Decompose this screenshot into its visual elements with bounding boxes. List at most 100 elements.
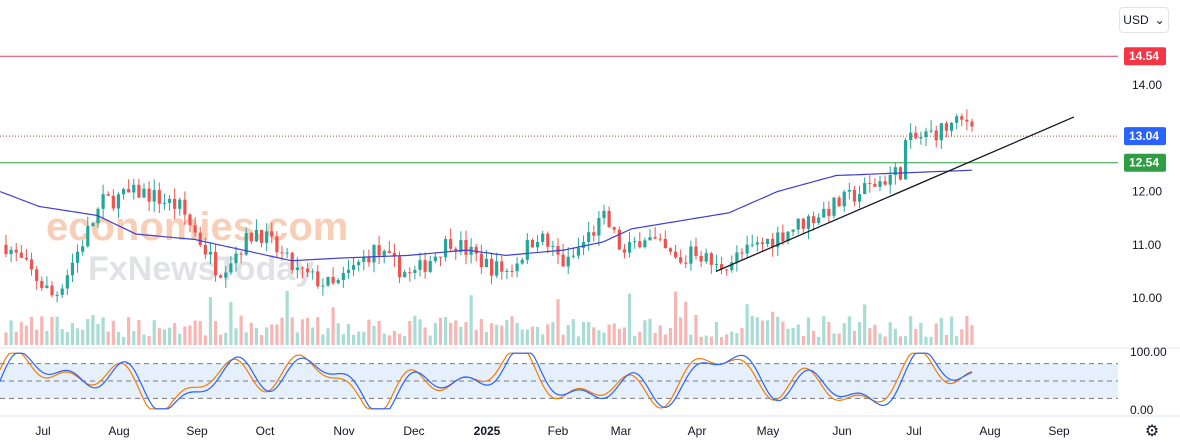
candle-body (612, 227, 616, 230)
volume-bar (198, 321, 202, 345)
candle-body (546, 233, 550, 247)
candle (35, 265, 39, 290)
candle (597, 211, 601, 247)
volume-bar (740, 328, 744, 345)
candle (132, 178, 136, 200)
candle (336, 278, 340, 285)
candle-body (295, 267, 299, 271)
time-tick-label: Aug (108, 424, 129, 438)
volume-bar (765, 320, 770, 345)
currency-selector[interactable]: USD ⌄ (1119, 7, 1169, 33)
candle (827, 201, 831, 224)
candle-body (505, 270, 509, 272)
candle (863, 177, 867, 195)
candlestick-series (4, 109, 974, 303)
volume-bar (796, 324, 800, 345)
volume-bar (581, 322, 586, 345)
volume-bar (965, 315, 969, 345)
volume-bar (137, 320, 141, 345)
candle (19, 245, 23, 259)
candle-body (438, 256, 443, 258)
level-tag-12.54: 12.54 (1124, 153, 1166, 172)
candle-body (173, 198, 177, 209)
candle (888, 166, 892, 194)
volume-bar (495, 324, 499, 345)
candle (198, 226, 202, 248)
candle (663, 230, 667, 249)
volume-bar (587, 322, 591, 345)
candle-body (535, 241, 540, 248)
candle-body (152, 190, 156, 202)
candle-body (244, 232, 248, 255)
candle (561, 244, 565, 267)
volume-bar (341, 334, 345, 345)
candle (750, 234, 754, 248)
candle-body (198, 232, 202, 245)
candle-body (924, 131, 928, 138)
volume-bar (484, 331, 489, 345)
volume-bar (387, 335, 391, 345)
volume-bar (35, 329, 39, 345)
candle (944, 121, 949, 138)
candle (45, 276, 49, 289)
candle-body (178, 199, 182, 209)
candle-body (116, 194, 121, 209)
volume-bar (346, 324, 351, 345)
candle (14, 243, 18, 262)
volume-bar (219, 334, 223, 345)
candle (791, 229, 795, 236)
candle (341, 266, 345, 288)
volume-bar (152, 320, 156, 345)
candle-body (479, 253, 483, 268)
candle-body (515, 263, 519, 272)
volume-bar (955, 336, 959, 345)
level-tag-bg (1124, 153, 1166, 172)
candle (857, 185, 862, 209)
volume-bar (832, 333, 836, 345)
candle-body (919, 137, 923, 139)
candle (265, 223, 269, 251)
volume-bar (208, 297, 213, 345)
candle (924, 127, 928, 147)
candle (704, 248, 708, 264)
candle-body (653, 237, 657, 239)
candle-body (45, 285, 49, 288)
volume-bar (571, 319, 575, 345)
volume-bar (771, 311, 775, 345)
candle-body (55, 294, 59, 296)
volume-bar (70, 323, 75, 345)
time-axis[interactable]: Jul Aug Sep Oct Nov Dec 2025 Feb Mar Apr May Jun Jul… (35, 424, 1070, 438)
candle-body (530, 239, 535, 248)
gear-icon[interactable]: ⚙ (1144, 423, 1160, 440)
candle (127, 179, 131, 193)
watermark: economies.com FxNewsToday (46, 205, 348, 288)
volume-bar (321, 334, 325, 345)
volume-bar (500, 325, 504, 345)
candle-body (208, 252, 213, 255)
candle-body (832, 197, 836, 216)
candle-body (392, 252, 397, 257)
volume-bar (684, 301, 688, 345)
candle-body (776, 232, 780, 247)
volume-bar (847, 316, 851, 345)
candle-body (673, 251, 678, 258)
volume-bar (249, 322, 253, 345)
volume-bar (111, 320, 115, 345)
candle (883, 175, 887, 186)
candle-body (377, 245, 381, 256)
stochastic-axis[interactable]: 100.00 0.00 (1130, 345, 1167, 417)
candle (587, 221, 591, 251)
candle (581, 235, 586, 256)
price-tick-label: 11.00 (1132, 238, 1161, 252)
candle (617, 226, 621, 251)
candle (193, 217, 197, 237)
candle (806, 214, 811, 240)
candle-body (760, 242, 765, 244)
volume-bar (96, 323, 100, 345)
candle-body (581, 241, 586, 248)
candle (29, 252, 34, 276)
volume-bar (781, 321, 785, 345)
volume-bar (673, 291, 678, 345)
